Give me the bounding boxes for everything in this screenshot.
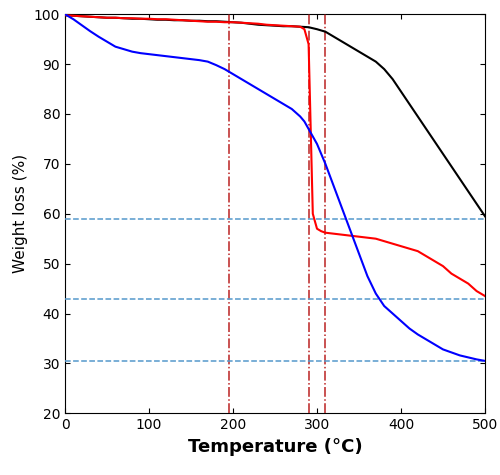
X-axis label: Temperature (°C): Temperature (°C) [188,437,362,456]
Y-axis label: Weight loss (%): Weight loss (%) [13,154,28,273]
